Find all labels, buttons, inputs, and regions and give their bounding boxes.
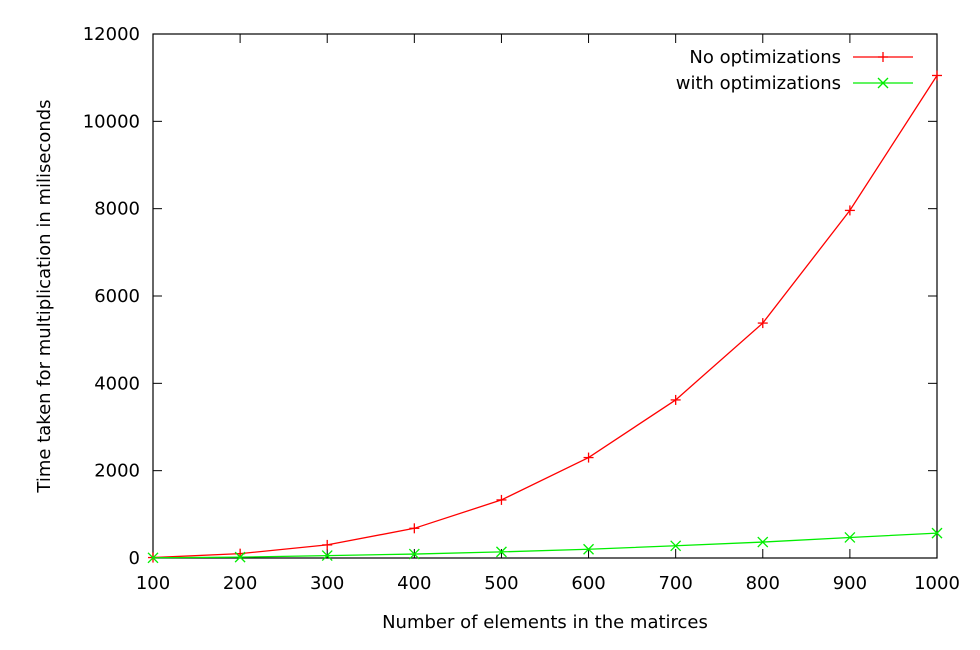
marker-stroke <box>321 550 333 562</box>
legend-marker <box>877 77 889 89</box>
data-point <box>496 494 507 505</box>
data-point <box>234 551 246 563</box>
legend: No optimizations with optimizations <box>676 47 913 94</box>
series-line <box>152 532 938 559</box>
y-axis-title: Time taken for multiplication in milisec… <box>34 99 55 493</box>
x-axis-title: Number of elements in the matirces <box>382 612 708 633</box>
data-point <box>321 550 333 562</box>
x-tick-label: 600 <box>571 573 605 594</box>
marker-stroke <box>234 551 246 563</box>
series-line <box>152 75 938 559</box>
marker-stroke <box>147 552 159 564</box>
data-point <box>409 523 420 534</box>
marker-stroke <box>583 543 595 555</box>
x-tick-label: 800 <box>746 573 780 594</box>
data-point <box>147 552 159 564</box>
data-point <box>757 318 768 329</box>
x-tick-label: 100 <box>136 573 170 594</box>
series-no-optimizations <box>148 70 942 563</box>
marker-stroke <box>408 548 420 560</box>
legend-label: with optimizations <box>676 73 841 94</box>
data-point <box>408 548 420 560</box>
data-point <box>670 394 681 405</box>
legend-marker <box>878 52 888 62</box>
data-point <box>322 539 333 550</box>
marker-stroke <box>495 546 507 558</box>
legend-item: with optimizations <box>676 73 913 94</box>
y-axis: 0 2000 4000 6000 8000 10000 12000 <box>83 24 937 569</box>
y-tick-label: 8000 <box>94 199 140 220</box>
series-with-optimizations <box>147 527 943 564</box>
data-point <box>844 205 855 216</box>
legend-label: No optimizations <box>689 47 841 68</box>
marker-stroke <box>877 77 889 89</box>
x-tick-label: 500 <box>484 573 518 594</box>
y-tick-label: 10000 <box>83 111 140 132</box>
y-tick-label: 12000 <box>83 24 140 45</box>
x-tick-label: 900 <box>833 573 867 594</box>
x-tick-label: 300 <box>310 573 344 594</box>
data-point <box>932 70 942 81</box>
marker-stroke <box>757 536 769 548</box>
x-tick-label: 700 <box>658 573 692 594</box>
x-tick-label: 200 <box>223 573 257 594</box>
data-point <box>583 452 594 463</box>
legend-item: No optimizations <box>689 47 913 68</box>
data-point <box>495 546 507 558</box>
y-tick-label: 6000 <box>94 286 140 307</box>
x-tick-label: 400 <box>397 573 431 594</box>
y-tick-label: 4000 <box>94 373 140 394</box>
data-point <box>583 543 595 555</box>
x-tick-label: 1000 <box>914 573 960 594</box>
data-point <box>670 540 682 552</box>
marker-stroke <box>931 527 943 539</box>
data-point <box>757 536 769 548</box>
series-layer <box>147 70 943 564</box>
marker-stroke <box>844 532 856 543</box>
y-tick-label: 2000 <box>94 461 140 482</box>
data-point <box>844 532 856 543</box>
x-axis: 100 200 300 400 500 600 700 800 900 1000 <box>136 34 960 594</box>
y-tick-label: 0 <box>129 548 140 569</box>
marker-stroke <box>670 540 682 552</box>
data-point <box>931 527 943 539</box>
